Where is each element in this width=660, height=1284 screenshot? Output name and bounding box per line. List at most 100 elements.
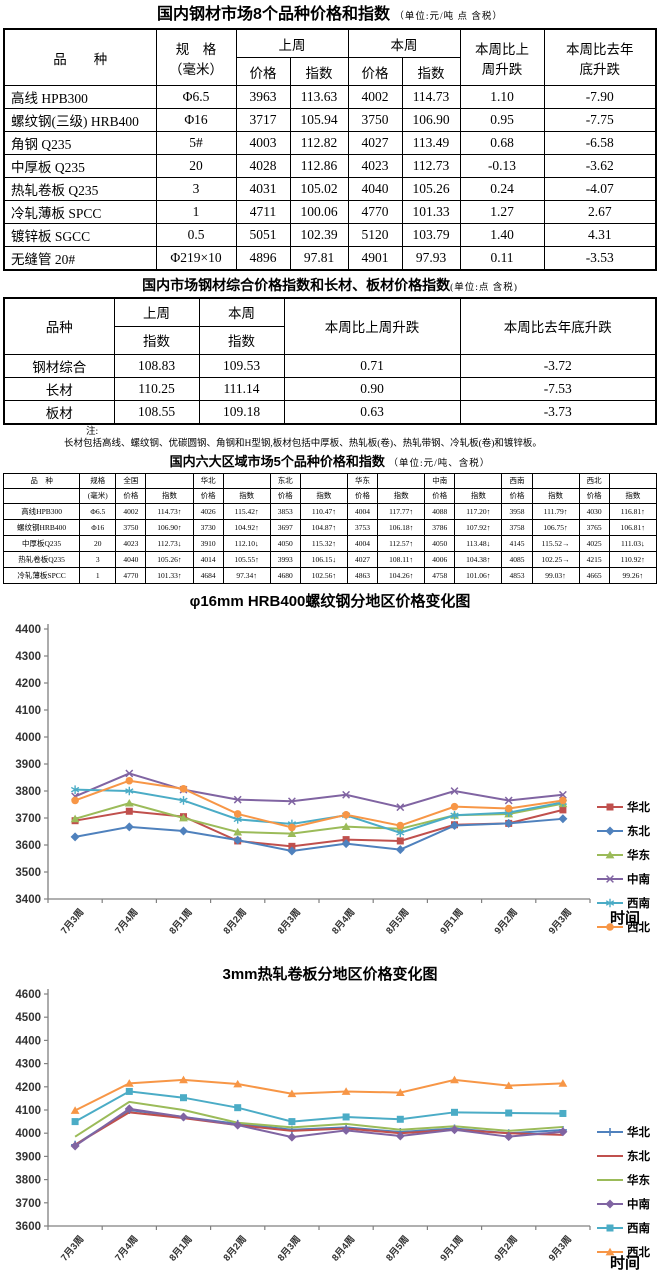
col-region-blank: [608, 472, 658, 489]
table3-index: 104.92↑: [222, 518, 271, 536]
table2-row: 长材 110.25 111.14 0.90 -7.53: [3, 376, 657, 401]
table3-index: 112.73↓: [145, 534, 194, 552]
table1-cell: 0.68: [459, 131, 545, 155]
col-wow: 本周比上周升跌: [283, 297, 461, 355]
table3-price: 3753: [346, 518, 379, 536]
y-tick-label: 3800: [15, 1174, 41, 1186]
table1-cell: 97.93: [401, 246, 461, 271]
table1-row: 无缝管 20# Φ219×10 4896 97.81 4901 97.93 0.11 -3.5…: [3, 246, 657, 271]
x-tick-label: 9月3周: [547, 906, 574, 936]
col-region: 西南: [501, 472, 533, 489]
marker-triangle: [179, 1075, 188, 1083]
table3-product: 热轧卷板Q235: [2, 550, 81, 568]
y-tick-label: 4200: [15, 678, 41, 690]
series-line: [74, 1089, 563, 1123]
table2-row: 钢材综合 108.83 109.53 0.71 -3.72: [3, 353, 657, 378]
marker-x: [504, 796, 513, 804]
x-tick-label: 8月2周: [222, 906, 249, 936]
x-tick-label: 8月1周: [167, 1233, 194, 1263]
table2-grid: 品种 上周 本周 本周比上周升跌 本周比去年底升跌 指数 指数 钢材综合 108.83 109.5…: [3, 296, 657, 425]
col-tw-index: 指数: [401, 57, 461, 86]
marker-circle: [342, 810, 350, 819]
marker-square: [180, 1093, 187, 1101]
table1-cell: 114.73: [401, 85, 461, 109]
col-spec: 规格: [79, 472, 117, 489]
legend-label: 中南: [627, 1197, 650, 1211]
marker-triangle: [395, 1087, 405, 1096]
table1-cell: -3.53: [543, 246, 657, 271]
marker-diamond: [287, 845, 297, 855]
table2-cell: 111.14: [198, 376, 285, 401]
table3-index: 105.26↑: [145, 550, 194, 568]
marker-square: [125, 807, 133, 815]
chart2-canvas: 3600 3700 3800 3900 4000 4100 4200 4300 4400 4500…: [15, 988, 650, 1272]
marker-x: [606, 874, 614, 883]
table3-price: 4014: [192, 550, 224, 568]
table1-cell: 高线 HPB300: [3, 85, 157, 109]
table1-unit: （单位:元/吨 点 含税）: [394, 12, 503, 22]
table3-index: 110.47↑: [299, 502, 348, 520]
y-tick-label: 4300: [15, 1058, 41, 1070]
legend-label: 西南: [627, 896, 650, 910]
col-product: 品 种: [3, 28, 157, 86]
marker-square: [505, 1109, 513, 1117]
table1-cell: 4028: [235, 154, 291, 178]
table3-price: 3958: [501, 502, 533, 520]
col-region-blank: [454, 472, 503, 489]
table3-row: 冷轧薄板SPCC 1 4770 101.33↑ 4684 97.34↑ 4680 102.56…: [2, 566, 658, 584]
x-tick-label: 8月4周: [330, 1233, 357, 1263]
marker-x: [558, 790, 567, 799]
table1-cell: 112.73: [401, 154, 461, 178]
y-tick-label: 3700: [15, 813, 41, 825]
marker-circle: [125, 776, 134, 785]
y-tick-label: 4000: [15, 1128, 41, 1140]
col-ytd: 本周比去年底升跌: [459, 297, 657, 355]
x-tick-label: 9月1周: [438, 1233, 465, 1263]
table3-price: 4030: [578, 502, 610, 520]
table3-index: 105.55↑: [222, 550, 271, 568]
table1-cell: Φ16: [155, 108, 237, 132]
table1-cell: 105.94: [289, 108, 349, 132]
table1-cell: 4003: [235, 131, 291, 155]
col-lw-index: 指数: [289, 57, 349, 86]
marker-diamond: [124, 821, 134, 831]
table3-index: 113.48↓: [454, 534, 503, 552]
y-tick-label: 3900: [15, 1151, 41, 1163]
table2-cell: -3.72: [459, 353, 657, 378]
table3-price: 4026: [192, 502, 224, 520]
table2-header-row2: 指数 指数: [4, 325, 656, 355]
table3-unit: （单位:元/吨、含税）: [388, 458, 491, 469]
table1-row: 镀锌板 SGCC 0.5 5051 102.39 5120 103.79 1.40 4.31: [3, 223, 657, 247]
table2-cell: 109.53: [198, 353, 285, 378]
table3-index: 111.03↓: [608, 534, 658, 552]
marker-triangle: [124, 798, 134, 807]
marker-asterisk: [70, 784, 80, 794]
series-line: [74, 1100, 563, 1138]
table1-title: 国内钢材市场8个品种价格和指数 （单位:元/吨 点 含税）: [0, 5, 660, 25]
table3-index: 117.20↑: [454, 502, 503, 520]
table3-spec: Φ6.5: [79, 502, 117, 520]
table3-price: 4002: [115, 502, 147, 520]
col-price: 价格: [269, 487, 301, 504]
table1-cell: 4770: [347, 200, 403, 224]
table3-price: 4215: [578, 550, 610, 568]
chart1-block: φ16mm HRB400螺纹钢分地区价格变化图 3400 3500 3600 3700…: [0, 590, 660, 959]
marker-asterisk: [179, 795, 188, 805]
table3-price: 4684: [192, 566, 224, 584]
series-line: [74, 771, 564, 808]
table3-price: 4050: [424, 534, 456, 552]
table1-cell: 4896: [235, 246, 291, 271]
table3-index: 104.87↑: [299, 518, 348, 536]
table3-title-text: 国内六大区域市场5个品种价格和指数: [169, 453, 385, 469]
col-region: 华北: [192, 472, 224, 489]
table1-header-row2: 价格 指数 价格 指数: [4, 57, 656, 86]
col-index: 指数: [377, 487, 426, 504]
col-tw-index: 指数: [198, 325, 285, 355]
table2-cell: 0.63: [283, 399, 461, 425]
marker-triangle: [605, 1247, 615, 1255]
table3-spec: 20: [79, 534, 117, 552]
col-spec: 规 格（毫米）: [155, 28, 237, 86]
marker-square: [288, 1117, 296, 1125]
table1-cell: 3963: [235, 85, 291, 109]
table1-cell: Φ6.5: [155, 85, 237, 109]
